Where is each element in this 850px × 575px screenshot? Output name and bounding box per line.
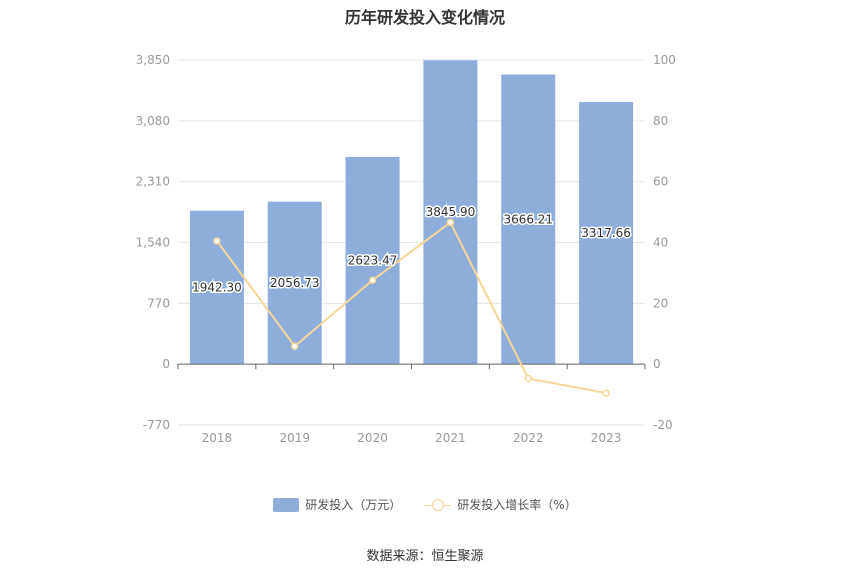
bar	[267, 201, 322, 365]
x-tick-label: 2018	[202, 431, 233, 445]
bar-data-label: 1942.30	[192, 280, 242, 294]
legend-bar-swatch	[273, 497, 300, 512]
y-left-tick-label: 2,310	[136, 175, 170, 189]
y-left-tick-label: -770	[143, 418, 170, 432]
y-left-tick-label: 3,850	[136, 53, 170, 67]
bar-data-label: 2623.47	[348, 254, 398, 268]
legend-line-swatch	[425, 498, 452, 512]
y-right-tick-label: 20	[653, 296, 668, 310]
legend-line-label: 研发投入增长率（%）	[457, 498, 577, 512]
x-tick-label: 2023	[591, 431, 622, 445]
bar-data-label: 2056.73	[270, 276, 320, 290]
growth-rate-point	[524, 374, 532, 383]
y-left-tick-label: 0	[162, 357, 170, 371]
legend: 研发投入（万元） 研发投入增长率（%）	[0, 496, 850, 513]
x-tick-label: 2019	[279, 431, 310, 445]
chart-title: 历年研发投入变化情况	[344, 8, 505, 27]
x-tick-label: 2020	[357, 431, 388, 445]
legend-item-line[interactable]: 研发投入增长率（%）	[425, 496, 577, 513]
growth-rate-point	[213, 237, 221, 245]
legend-bar-label: 研发投入（万元）	[305, 498, 402, 512]
y-right-tick-label: 0	[653, 357, 661, 371]
bar	[345, 156, 400, 365]
bar	[423, 60, 478, 365]
bar	[501, 74, 556, 365]
growth-rate-point	[602, 389, 610, 397]
bar-data-label: 3666.21	[503, 212, 553, 226]
growth-rate-line	[216, 220, 607, 395]
bar	[189, 210, 244, 365]
y-right-tick-label: 60	[653, 175, 668, 189]
y-left-tick-label: 3,080	[136, 114, 170, 128]
growth-rate-point	[368, 276, 377, 284]
bar	[579, 102, 634, 365]
y-right-tick-label: -20	[653, 418, 673, 432]
y-left-tick-label: 1,540	[136, 236, 170, 250]
x-tick-label: 2021	[435, 431, 466, 445]
y-left-tick-label: 770	[147, 296, 170, 310]
bar-data-label: 3845.90	[426, 205, 476, 219]
bar-data-label: 3317.66	[581, 226, 631, 240]
data-source: 数据来源：恒生聚源	[366, 549, 484, 564]
y-right-tick-label: 80	[653, 114, 668, 128]
y-right-tick-label: 100	[653, 53, 676, 67]
growth-rate-point	[446, 218, 455, 227]
legend-item-bar[interactable]: 研发投入（万元）	[273, 496, 401, 513]
x-tick-label: 2022	[513, 431, 544, 445]
y-right-tick-label: 40	[653, 236, 668, 250]
growth-rate-point	[291, 342, 299, 350]
